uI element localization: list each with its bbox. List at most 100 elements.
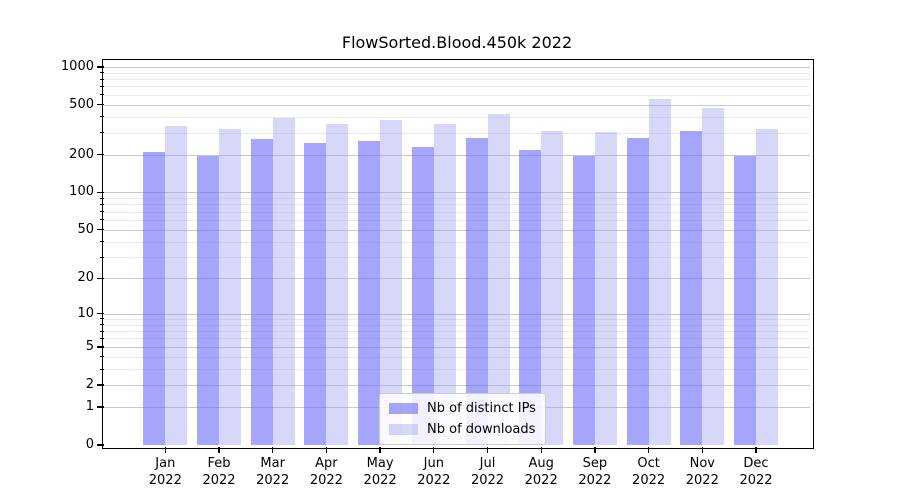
- chart-title: FlowSorted.Blood.450k 2022: [341, 33, 573, 52]
- bar-distinct-ips: [680, 131, 703, 445]
- y-tick-mark: [97, 444, 104, 446]
- y-minor-tick-mark: [100, 116, 104, 118]
- bar-downloads: [380, 120, 403, 445]
- y-minor-tick-mark: [100, 197, 104, 199]
- y-tick-label: 0: [85, 437, 94, 452]
- x-tick-month: Sep: [582, 456, 608, 471]
- y-minor-gridline: [104, 198, 810, 200]
- x-tick-mark: [218, 446, 220, 453]
- x-tick-year: 2022: [739, 473, 773, 488]
- y-minor-gridline: [104, 86, 810, 88]
- x-tick-month: Nov: [689, 456, 715, 471]
- y-minor-tick-mark: [100, 337, 104, 339]
- y-minor-gridline: [104, 204, 810, 206]
- y-tick-label: 2: [85, 376, 94, 392]
- y-gridline: [104, 313, 810, 315]
- x-tick-year: 2022: [578, 473, 612, 488]
- plot-area: Nb of distinct IPs Nb of downloads: [102, 59, 814, 449]
- y-minor-gridline: [104, 318, 810, 320]
- y-gridline: [104, 104, 810, 106]
- bar-distinct-ips: [626, 137, 649, 445]
- y-gridline: [104, 346, 810, 349]
- y-tick-mark: [97, 313, 104, 315]
- bar-downloads: [433, 123, 456, 445]
- y-minor-gridline: [104, 219, 810, 221]
- bar-distinct-ips: [465, 137, 488, 445]
- y-minor-tick-mark: [100, 78, 104, 80]
- y-minor-gridline: [104, 79, 810, 81]
- y-minor-tick-mark: [100, 324, 104, 326]
- y-minor-tick-mark: [100, 368, 104, 370]
- x-tick-month: Apr: [315, 456, 338, 471]
- bar-distinct-ips: [734, 155, 756, 445]
- y-minor-tick-mark: [100, 356, 104, 358]
- legend-swatch-distinct-ips: [389, 403, 418, 414]
- x-tick-mark: [647, 446, 650, 453]
- x-tick-label: Sep 2022: [563, 455, 627, 489]
- bar-distinct-ips: [519, 149, 542, 445]
- y-tick-mark: [97, 229, 104, 231]
- y-gridline: [104, 384, 810, 386]
- bar-downloads: [165, 125, 188, 445]
- y-tick-label: 10: [77, 305, 94, 321]
- x-tick-month: Mar: [260, 456, 285, 471]
- y-minor-gridline: [104, 116, 810, 118]
- y-tick-mark: [97, 104, 104, 106]
- y-tick-label: 1: [85, 399, 94, 415]
- y-minor-gridline: [104, 369, 810, 371]
- x-tick-mark: [540, 446, 542, 453]
- x-tick-mark: [379, 446, 381, 453]
- y-gridline: [104, 278, 810, 280]
- x-tick-year: 2022: [685, 473, 719, 488]
- x-tick-month: Jul: [479, 456, 496, 471]
- legend-label-distinct-ips: Nb of distinct IPs: [427, 401, 536, 416]
- y-minor-tick-mark: [100, 85, 104, 87]
- x-tick-month: Oct: [637, 456, 660, 471]
- bar-distinct-ips: [143, 151, 166, 445]
- y-tick-label: 1000: [60, 58, 94, 74]
- bar-downloads: [756, 128, 778, 445]
- y-minor-tick-mark: [100, 94, 104, 96]
- x-tick-label: Aug 2022: [509, 455, 573, 489]
- bar-downloads: [648, 99, 671, 445]
- bar-downloads: [219, 129, 241, 445]
- bar-distinct-ips: [358, 140, 381, 445]
- x-tick-label: Jul 2022: [456, 455, 520, 489]
- bar-downloads: [326, 124, 349, 445]
- legend-item-downloads: Nb of downloads: [389, 422, 536, 437]
- y-tick-mark: [97, 154, 104, 156]
- y-gridline: [104, 192, 810, 194]
- bar-distinct-ips: [304, 143, 327, 445]
- y-tick-label: 500: [69, 96, 94, 112]
- y-minor-gridline: [104, 211, 810, 213]
- y-tick-label: 100: [69, 184, 94, 200]
- x-tick-label: Jun 2022: [402, 455, 466, 489]
- x-tick-mark: [755, 446, 757, 453]
- y-minor-tick-mark: [100, 72, 104, 74]
- bar-downloads: [487, 113, 510, 445]
- legend-label-downloads: Nb of downloads: [427, 422, 536, 437]
- x-tick-label: Jan 2022: [133, 455, 197, 489]
- x-tick-mark: [272, 446, 274, 453]
- x-tick-mark: [486, 446, 489, 453]
- y-gridline: [104, 229, 810, 231]
- bar-downloads: [272, 118, 295, 445]
- y-minor-gridline: [104, 257, 810, 259]
- x-tick-label: Apr 2022: [294, 455, 358, 489]
- x-tick-month: Feb: [207, 456, 231, 471]
- x-tick-month: Jun: [423, 456, 444, 471]
- x-tick-label: Oct 2022: [617, 455, 681, 489]
- x-tick-year: 2022: [148, 473, 182, 488]
- x-tick-month: May: [366, 456, 394, 471]
- y-tick-label: 20: [77, 270, 94, 286]
- bar-distinct-ips: [572, 156, 595, 445]
- y-tick-mark: [97, 406, 104, 408]
- y-tick-mark: [97, 346, 104, 348]
- y-gridline: [104, 154, 810, 156]
- x-tick-year: 2022: [524, 473, 558, 488]
- bar-downloads: [702, 107, 725, 445]
- y-tick-mark: [97, 384, 104, 386]
- y-minor-tick-mark: [100, 211, 104, 213]
- y-tick-mark: [97, 277, 104, 280]
- x-tick-year: 2022: [363, 473, 397, 488]
